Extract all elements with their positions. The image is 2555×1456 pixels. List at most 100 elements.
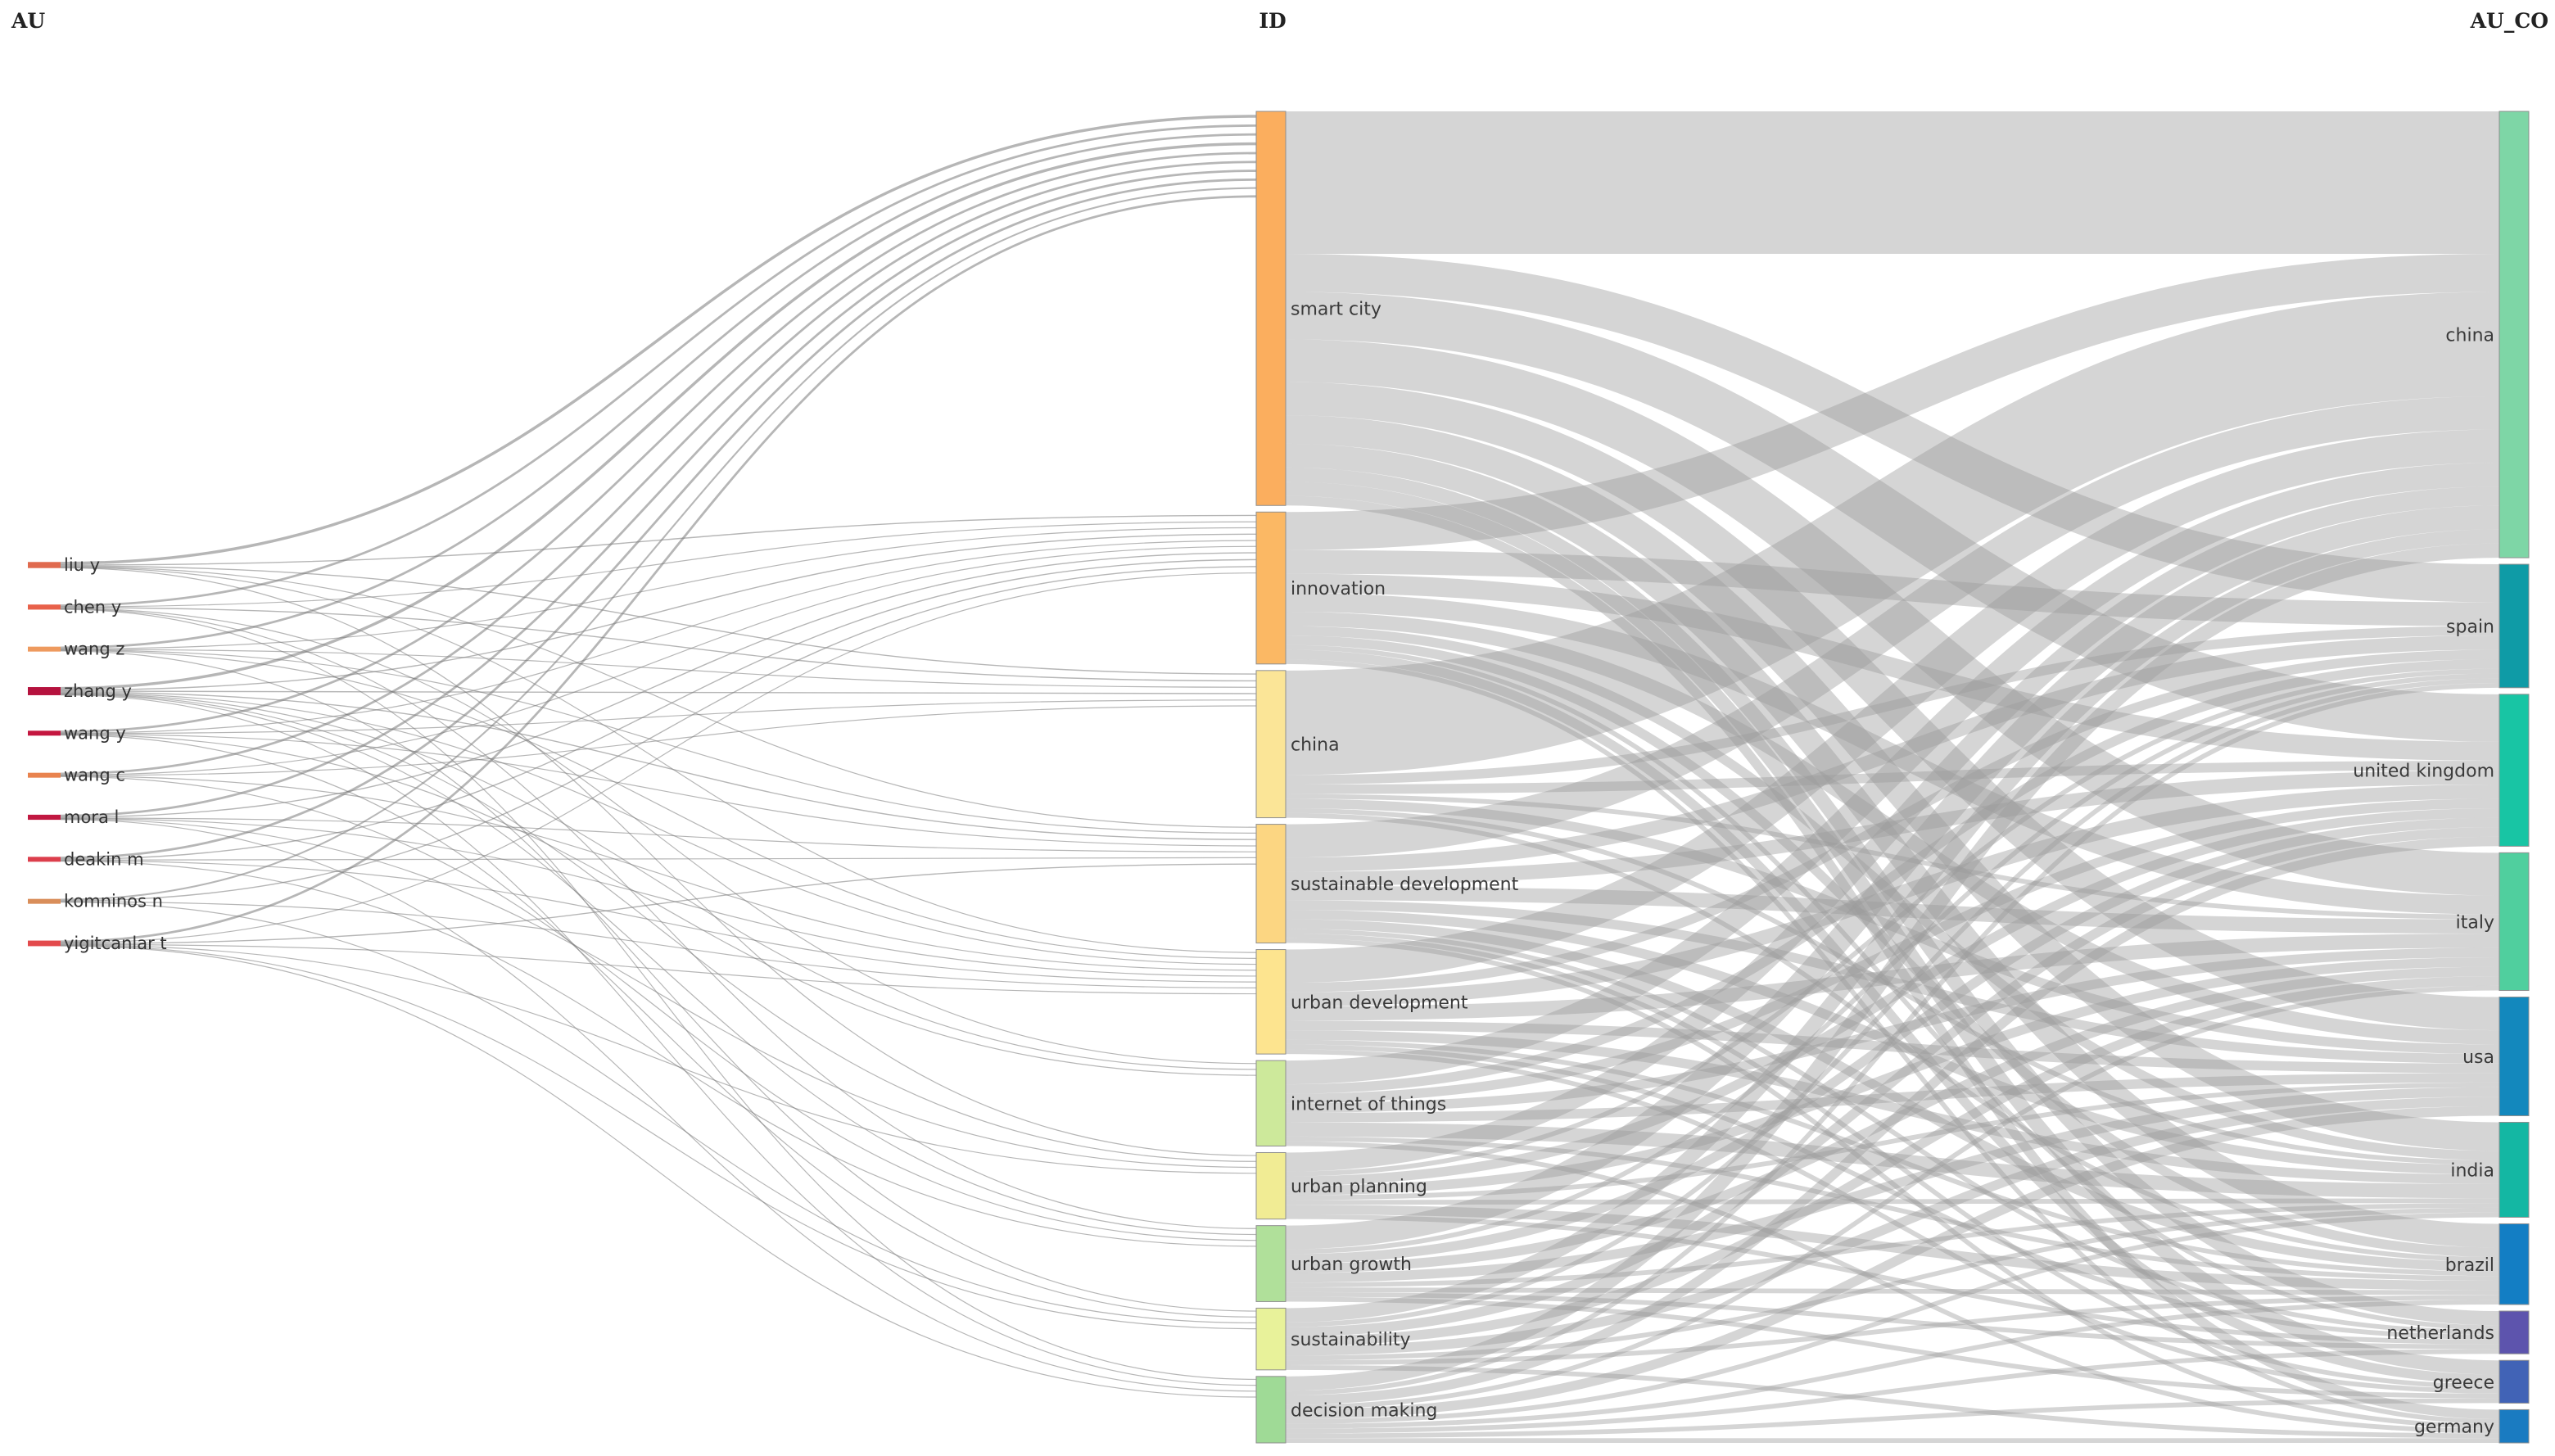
link-internet-of-things-to-spain (1285, 659, 2500, 1094)
link-wang-z-to-smart-city (60, 133, 1257, 649)
keyword-label-smart-city: smart city (1291, 300, 1382, 320)
link-sustainable-development-to-brazil (1285, 919, 2500, 1272)
link-wang-y-to-internet-of-things (60, 734, 1257, 1076)
author-node-wang-c[interactable] (28, 772, 61, 778)
link-smart-city-to-united-kingdom (1285, 292, 2500, 742)
link-yigitcanlar-t-to-urban-development (60, 943, 1257, 995)
author-label-yigitcanlar-t: yigitcanlar t (64, 934, 167, 953)
keyword-node-innovation[interactable] (1255, 511, 1287, 665)
author-node-wang-y[interactable] (28, 730, 61, 736)
link-deakin-m-to-urban-development (60, 860, 1257, 983)
link-urban-planning-to-spain (1285, 668, 2500, 1177)
link-komninos-n-to-innovation (60, 566, 1257, 902)
keyword-label-urban-growth: urban growth (1291, 1255, 1412, 1275)
author-node-yigitcanlar-t[interactable] (28, 940, 61, 947)
link-internet-of-things-to-italy (1285, 947, 2500, 1113)
link-zhang-y-to-internet-of-things (60, 693, 1257, 1070)
link-internet-of-things-to-united-kingdom (1285, 798, 2500, 1104)
link-wang-c-to-innovation (60, 545, 1257, 776)
country-label-united-kingdom: united kingdom (2353, 762, 2494, 782)
country-node-netherlands[interactable] (2498, 1310, 2530, 1354)
link-zhang-y-to-decision-making (60, 694, 1257, 1386)
link-yigitcanlar-t-to-decision-making (60, 945, 1257, 1398)
link-sustainable-development-to-italy (1285, 885, 2500, 934)
author-node-deakin-m[interactable] (28, 857, 61, 862)
link-deakin-m-to-innovation (60, 558, 1257, 861)
link-urban-planning-to-brazil (1285, 1205, 2500, 1291)
author-node-zhang-y[interactable] (28, 687, 61, 695)
country-node-greece[interactable] (2498, 1359, 2530, 1404)
link-china-to-spain (1285, 626, 2500, 785)
keyword-label-sustainable-development: sustainable development (1291, 875, 1519, 895)
link-sustainability-to-usa (1285, 1097, 2500, 1356)
author-node-liu-y[interactable] (28, 562, 61, 568)
link-sustainable-development-to-germany (1285, 938, 2500, 1429)
author-node-chen-y[interactable] (28, 604, 61, 610)
country-node-usa[interactable] (2498, 997, 2530, 1116)
link-wang-c-to-urban-growth (60, 775, 1257, 1241)
link-internet-of-things-to-china (1285, 463, 2500, 1085)
country-node-spain[interactable] (2498, 563, 2530, 689)
link-wang-c-to-smart-city (60, 161, 1257, 775)
keyword-label-innovation: innovation (1291, 579, 1386, 599)
link-urban-development-to-china (1285, 429, 2500, 983)
link-liu-y-to-innovation (60, 514, 1257, 566)
link-zhang-y-to-urban-development (60, 692, 1257, 965)
country-node-india[interactable] (2498, 1121, 2530, 1218)
country-label-usa: usa (2462, 1047, 2494, 1068)
link-urban-development-to-united-kingdom (1285, 784, 2500, 1007)
keyword-node-internet-of-things[interactable] (1255, 1060, 1287, 1146)
link-wang-z-to-sustainability (60, 650, 1257, 1312)
country-label-netherlands: netherlands (2386, 1323, 2494, 1344)
keyword-node-urban-growth[interactable] (1255, 1225, 1287, 1302)
column-header-au-co: AU_CO (2470, 9, 2548, 33)
country-label-india: india (2450, 1160, 2494, 1181)
link-smart-city-to-spain (1285, 253, 2500, 603)
link-decision-making-to-china (1285, 543, 2500, 1391)
country-node-italy[interactable] (2498, 852, 2530, 992)
link-sustainability-to-italy (1285, 976, 2500, 1346)
link-china-to-india (1285, 807, 2500, 1165)
keyword-node-decision-making[interactable] (1255, 1376, 1287, 1444)
column-header-au: AU (11, 9, 45, 33)
link-sustainable-development-to-united-kingdom (1285, 770, 2500, 886)
link-wang-y-to-smart-city (60, 151, 1257, 733)
keyword-node-smart-city[interactable] (1255, 111, 1287, 506)
keyword-label-urban-development: urban development (1291, 993, 1468, 1013)
link-smart-city-to-italy (1285, 339, 2500, 896)
country-node-china[interactable] (2498, 111, 2530, 558)
keyword-nodes: smart city innovation china sustainable dev… (1255, 111, 1519, 1444)
keyword-node-urban-development[interactable] (1255, 949, 1287, 1055)
link-wang-z-to-innovation (60, 527, 1257, 650)
keyword-node-china[interactable] (1255, 670, 1287, 819)
link-smart-city-to-germany (1285, 495, 2500, 1420)
link-wang-c-to-urban-development (60, 775, 1257, 971)
country-node-united-kingdom[interactable] (2498, 694, 2530, 847)
link-urban-growth-to-netherlands (1285, 1291, 2500, 1350)
link-urban-growth-to-brazil (1285, 1287, 2500, 1295)
link-innovation-to-usa (1285, 612, 2500, 1045)
author-label-chen-y: chen y (64, 597, 121, 617)
author-node-mora-l[interactable] (28, 814, 61, 821)
country-node-germany[interactable] (2498, 1409, 2530, 1444)
link-decision-making-to-brazil (1285, 1300, 2500, 1429)
link-urban-development-to-netherlands (1285, 1044, 2500, 1340)
link-komninos-n-to-smart-city (60, 187, 1257, 901)
author-label-wang-z: wang z (64, 640, 124, 659)
country-node-brazil[interactable] (2498, 1223, 2530, 1305)
link-wang-z-to-sustainable-development (60, 649, 1257, 834)
keyword-node-sustainability[interactable] (1255, 1307, 1287, 1371)
keyword-node-sustainable-development[interactable] (1255, 824, 1287, 944)
link-innovation-to-brazil (1285, 635, 2500, 1258)
link-sustainability-to-brazil (1285, 1295, 2500, 1366)
link-urban-planning-to-united-kingdom (1285, 807, 2500, 1187)
author-node-komninos-n[interactable] (28, 898, 61, 904)
link-decision-making-to-united-kingdom (1285, 836, 2500, 1405)
link-innovation-to-china (1285, 253, 2500, 550)
column-header-id: ID (1259, 9, 1286, 33)
author-label-komninos-n: komninos n (64, 892, 163, 911)
keyword-node-urban-planning[interactable] (1255, 1151, 1287, 1220)
author-nodes: liu y chen y wang z zhang y wang y wang c mora… (28, 555, 167, 953)
author-node-wang-z[interactable] (28, 646, 61, 652)
link-innovation-to-united-kingdom (1285, 573, 2500, 761)
